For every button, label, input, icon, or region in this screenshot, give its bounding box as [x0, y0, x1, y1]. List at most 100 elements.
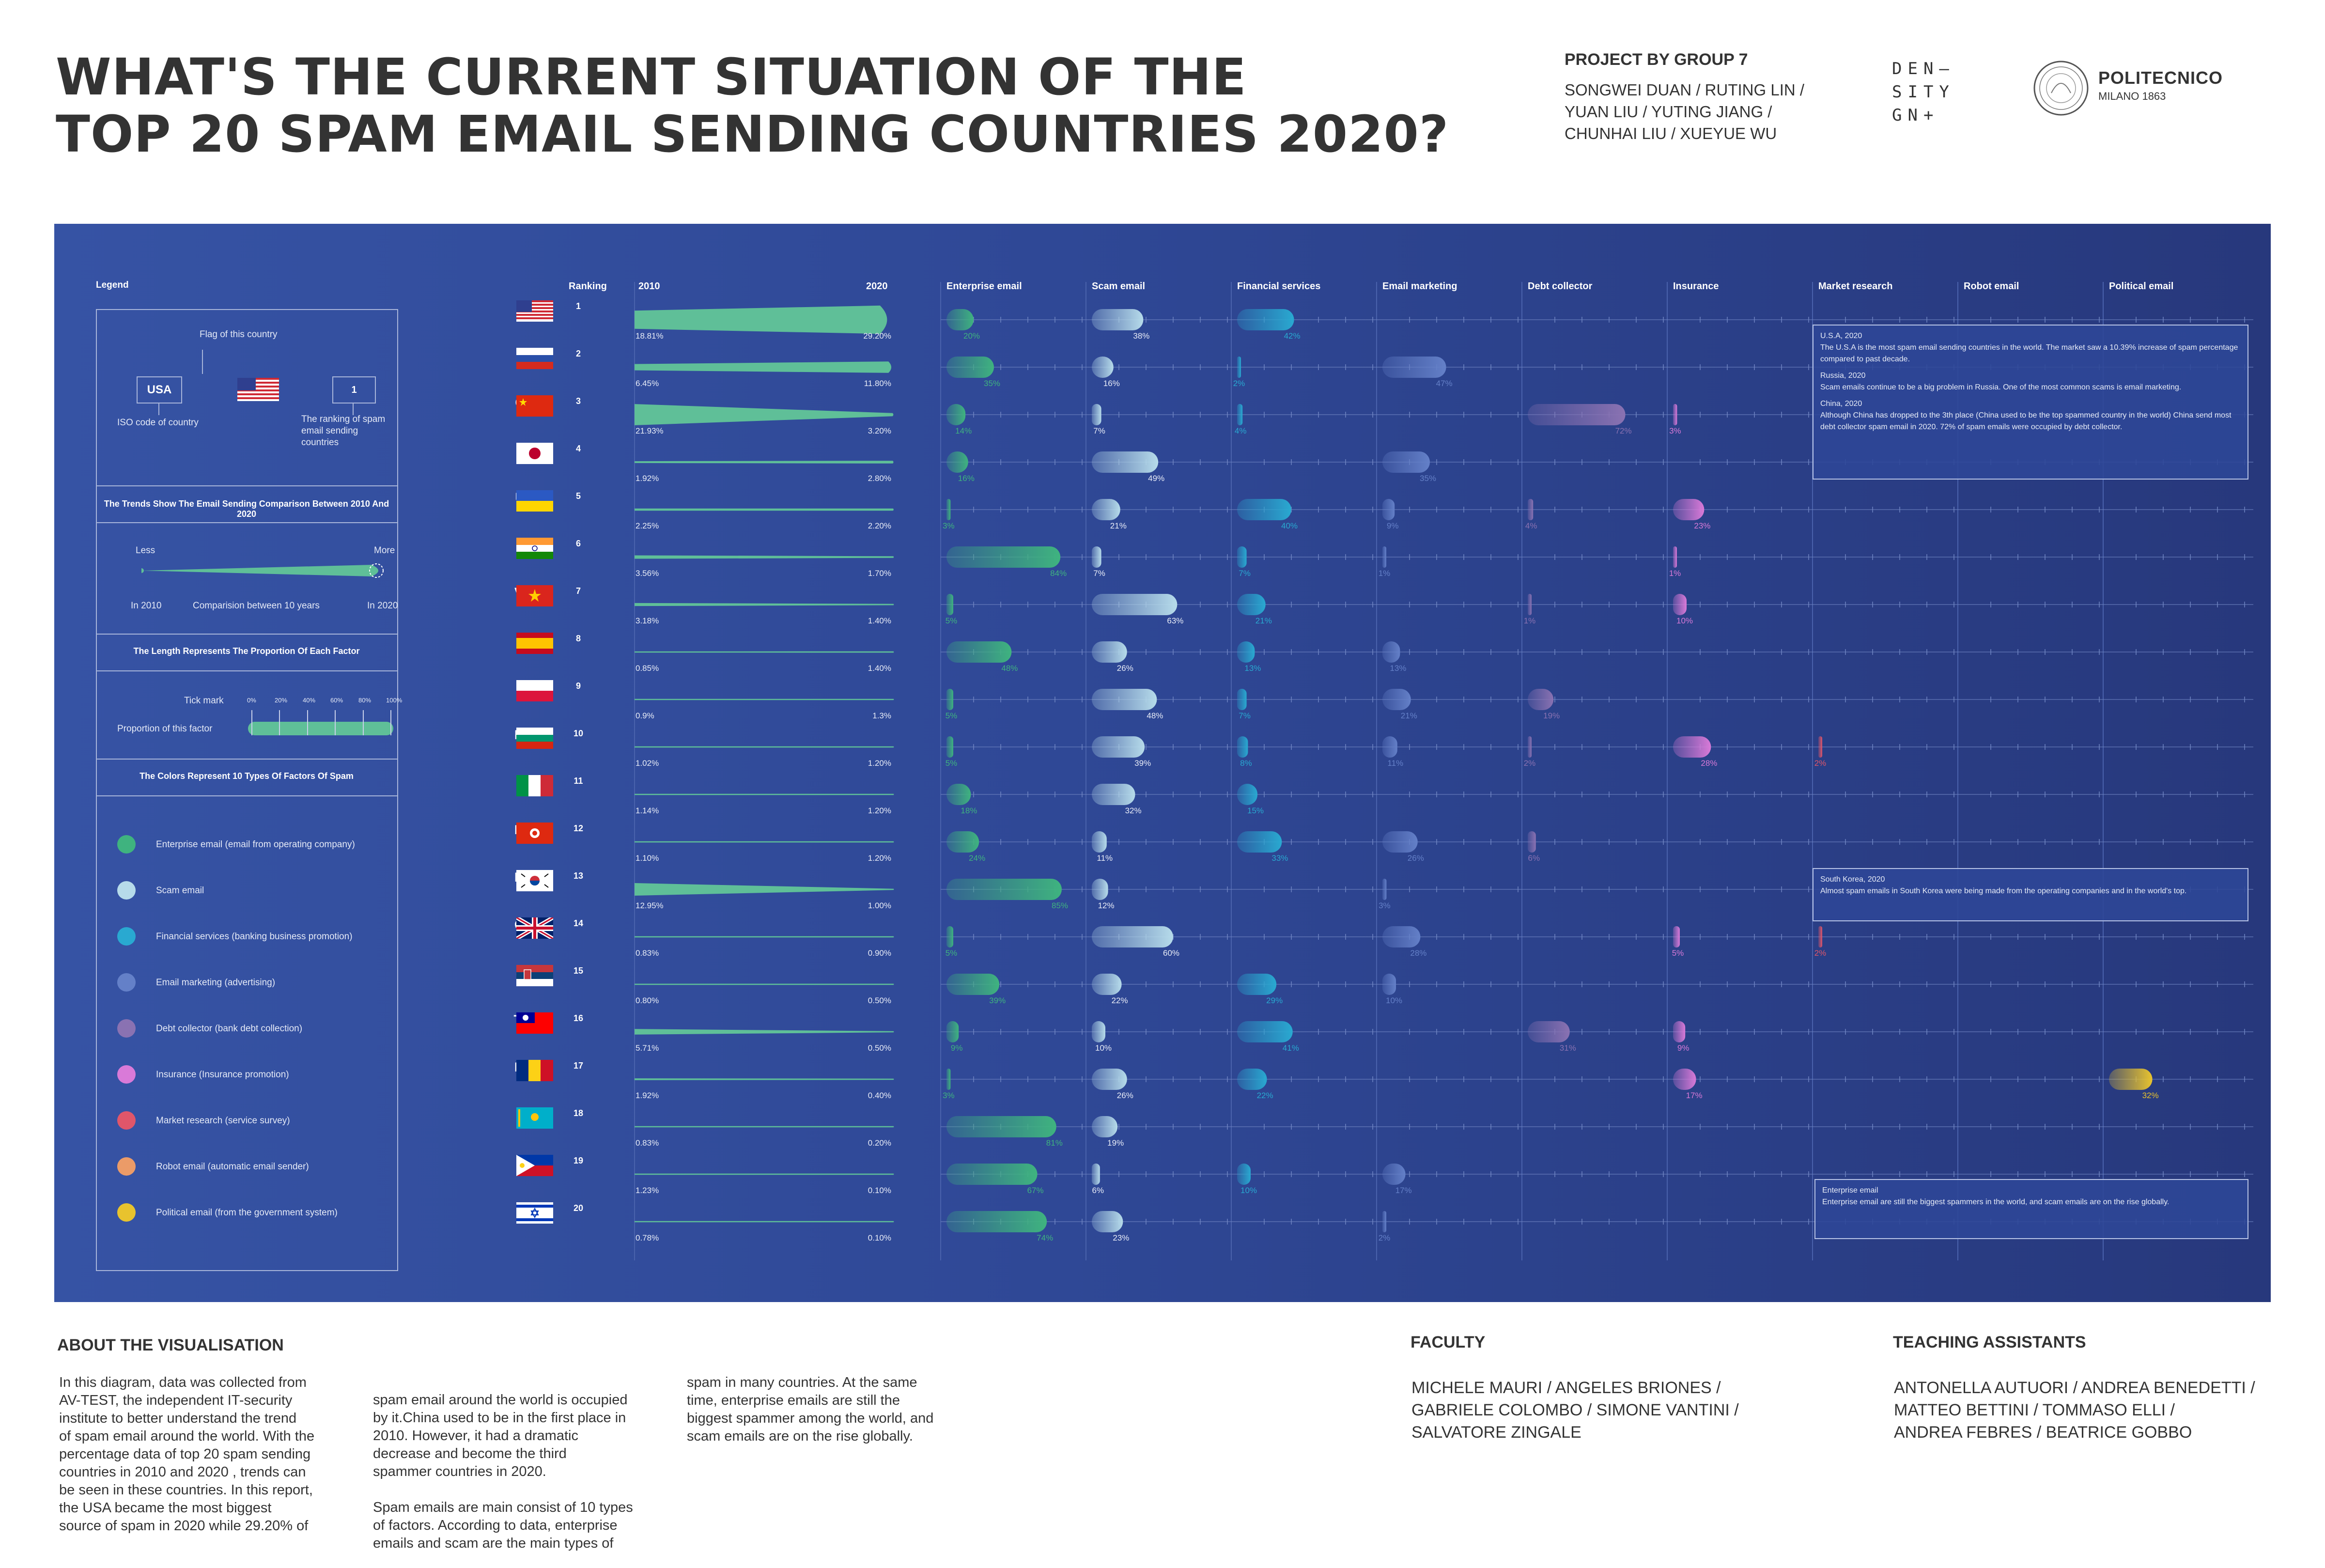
- factor-bar-chn-5: [1673, 404, 1677, 425]
- factor-header: Scam email: [1092, 281, 1146, 292]
- factor-bar-pol-1: [1092, 689, 1157, 710]
- rank-ind: 6: [575, 539, 581, 548]
- project-credits: PROJECT BY GROUP 7 SONGWEI DUAN / RUTING…: [1565, 50, 1875, 144]
- legend-color-dot: [117, 1203, 136, 1222]
- legend-color-dot: [117, 927, 136, 946]
- factor-bar-kaz-0: [946, 1116, 1056, 1137]
- legend-flag-sample: [237, 378, 279, 401]
- value-2010-kaz: 0.83%: [636, 1138, 659, 1148]
- factor-label-usa-0: 20%: [963, 331, 980, 341]
- legend-title: Legend: [96, 280, 129, 290]
- legend-factor-label: Market research (service survey): [156, 1116, 290, 1126]
- factor-label-ind-3: 1%: [1378, 569, 1391, 578]
- factor-bar-phl-2: [1237, 1164, 1251, 1185]
- density-logo-line-1: DEN–: [1892, 59, 1955, 78]
- title-line-1: WHAT'S THE CURRENT SITUATION OF THE: [56, 47, 1247, 107]
- factor-label-srb-2: 29%: [1266, 996, 1283, 1005]
- factor-bar-rou-0: [946, 1069, 951, 1090]
- value-2020-hkg: 1.20%: [868, 854, 891, 863]
- factor-label-rou-8: 32%: [2142, 1091, 2159, 1100]
- trend-shape-phl: [635, 1173, 894, 1175]
- rank-vnm: 7: [575, 586, 581, 596]
- legend-tick-label: 100%: [386, 697, 403, 704]
- factor-label-twn-2: 41%: [1282, 1043, 1299, 1053]
- page-title: WHAT'S THE CURRENT SITUATION OF THE TOP …: [56, 48, 1460, 163]
- value-2010-rou: 1.92%: [636, 1091, 659, 1100]
- factor-label-vnm-0: 5%: [945, 616, 958, 625]
- factor-header: Debt collector: [1528, 281, 1593, 292]
- value-2010-vnm: 3.18%: [636, 616, 659, 625]
- legend-color-dot: [117, 1065, 136, 1084]
- trend-shape-ind: [635, 555, 894, 559]
- factor-bar-esp-3: [1382, 641, 1400, 663]
- legend-color-dot: [117, 1157, 136, 1176]
- factor-label-ukr-3: 9%: [1386, 521, 1399, 530]
- factor-label-phl-2: 10%: [1240, 1186, 1257, 1195]
- rank-rou: 17: [573, 1061, 584, 1071]
- factor-label-ind-5: 1%: [1669, 569, 1681, 578]
- rank-rus: 2: [575, 349, 581, 358]
- factor-label-rus-2: 2%: [1233, 379, 1245, 388]
- factor-bar-usa-2: [1237, 309, 1294, 330]
- legend-tick-label: 0%: [247, 697, 256, 704]
- factor-bar-rou-8: [2109, 1069, 2153, 1090]
- value-2010-ind: 3.56%: [636, 569, 659, 578]
- factor-bar-srb-3: [1382, 974, 1396, 995]
- factor-label-gbr-5: 5%: [1672, 948, 1684, 958]
- factor-label-phl-3: 17%: [1395, 1186, 1412, 1195]
- about-line: source of spam in 2020 while 29.20% of: [59, 1518, 309, 1534]
- factor-bar-rou-2: [1237, 1069, 1267, 1090]
- factor-label-gbr-0: 5%: [945, 948, 958, 958]
- about-line: time, enterprise emails are still the: [687, 1393, 900, 1408]
- factor-label-chn-2: 4%: [1234, 426, 1247, 435]
- faculty-list: MICHELE MAURI / ANGELES BRIONES / GABRIEL…: [1411, 1377, 1799, 1444]
- factor-bar-rus-3: [1382, 357, 1446, 378]
- factor-label-jpn-1: 49%: [1148, 474, 1165, 483]
- note-korea: South Korea, 2020 Almost spam emails in …: [1813, 868, 2248, 921]
- legend-flag-label: Flag of this country: [200, 329, 278, 340]
- trend-shape-pol: [635, 699, 894, 700]
- rank-srb: 15: [573, 966, 584, 976]
- factor-bar-rus-0: [946, 357, 994, 378]
- factor-bar-ind-1: [1092, 546, 1101, 568]
- note-usa-rus-chn: U.S.A, 2020 The U.S.A is the most spam e…: [1813, 325, 2248, 480]
- about-line: 2010. However, it had a dramatic: [373, 1428, 578, 1444]
- rank-chn: 3: [575, 396, 581, 406]
- factor-label-twn-5: 9%: [1677, 1043, 1690, 1053]
- factor-label-vnm-2: 21%: [1255, 616, 1272, 625]
- legend-factor-label: Debt collector (bank debt collection): [156, 1024, 303, 1034]
- flag-gbr-icon: [515, 916, 555, 941]
- header-2010: 2010: [638, 281, 660, 292]
- factor-bar-srb-1: [1092, 974, 1122, 995]
- legend-factor-label: Scam email: [156, 885, 204, 896]
- legend-factor-label: Financial services (banking business pro…: [156, 931, 353, 942]
- factor-bar-usa-1: [1092, 309, 1144, 330]
- about-line: of spam email around the world. With the: [59, 1428, 315, 1444]
- about-line: AV-TEST, the independent IT-security: [59, 1393, 293, 1408]
- faculty-line: MICHELE MAURI / ANGELES BRIONES /: [1411, 1379, 1721, 1397]
- factor-bar-pol-3: [1382, 689, 1411, 710]
- value-2020-pol: 1.3%: [872, 711, 891, 720]
- factor-label-vnm-4: 1%: [1523, 616, 1536, 625]
- factor-label-pol-3: 21%: [1400, 711, 1417, 720]
- factor-bar-hkg-0: [946, 831, 979, 853]
- flag-hkg-icon: [516, 823, 553, 844]
- legend-trend-sample: [141, 563, 384, 578]
- factor-bar-twn-5: [1673, 1021, 1686, 1042]
- flag-ita-icon: [516, 775, 553, 796]
- factor-bar-gbr-0: [946, 926, 953, 947]
- factor-header: Enterprise email: [946, 281, 1022, 292]
- flag-bgr-icon: [516, 728, 553, 749]
- rank-esp: 8: [575, 634, 581, 643]
- legend-in2020: In 2020: [367, 601, 398, 611]
- trend-shape-kaz: [635, 1126, 894, 1128]
- factor-bar-vnm-1: [1092, 594, 1178, 615]
- factor-bar-ind-3: [1382, 546, 1386, 568]
- flag-chn-icon: [516, 395, 553, 417]
- factor-label-jpn-3: 35%: [1419, 474, 1437, 483]
- factor-header: Robot email: [1964, 281, 2019, 292]
- value-2020-phl: 0.10%: [868, 1186, 891, 1195]
- legend-tick-label: 60%: [330, 697, 343, 704]
- factor-label-kor-0: 85%: [1051, 901, 1069, 910]
- legend-factor-label: Political email (from the government sys…: [156, 1208, 338, 1218]
